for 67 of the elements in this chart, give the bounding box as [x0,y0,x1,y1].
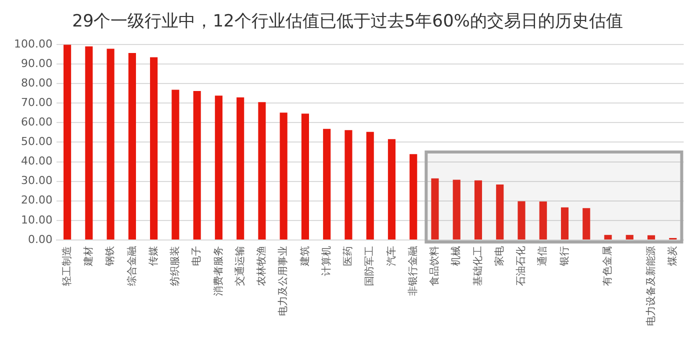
bar [236,97,244,240]
bar [431,178,439,240]
x-tick-label: 建筑 [298,246,311,267]
bar [388,139,396,240]
bar [496,184,504,240]
y-tick-label: 50.00 [20,135,52,148]
x-tick-label: 银行 [559,246,570,267]
bar [85,46,93,240]
x-tick-label: 医药 [342,246,354,266]
bar [150,57,158,240]
bar [539,201,547,240]
y-tick-label: 40.00 [20,154,52,168]
bar [128,53,136,240]
x-tick-label: 传媒 [148,246,160,266]
y-tick-label: 80.00 [20,76,52,90]
y-tick-label: 90.00 [20,56,52,70]
x-tick-label: 有色金属 [602,246,614,286]
y-tick-label: 70.00 [20,96,52,109]
x-tick-label: 轻工制造 [60,246,73,286]
bar [410,154,418,240]
y-tick-label: 30.00 [20,174,52,188]
bar [582,208,590,240]
bar [474,180,482,240]
y-tick-label: 0.00 [28,232,52,246]
y-tick-label: 10.00 [20,213,52,226]
bar [323,128,331,240]
x-tick-label: 农林牧渔 [256,246,268,286]
x-tick-label: 石油石化 [515,246,528,286]
y-tick-label: 60.00 [20,116,52,128]
bar [344,130,352,240]
x-tick-label: 交通运输 [234,246,246,286]
x-tick-label: 基础化工 [472,246,484,286]
bar [560,207,569,240]
bar [301,114,309,240]
bar [64,44,72,240]
x-tick-label: 钢铁 [104,246,116,267]
x-tick-label: 消费者服务 [212,246,224,296]
x-tick-label: 电子 [190,246,203,266]
chart-title: 29个一级行业中，12个行业估值已低于过去5年60%的交易日的历史估值 [72,12,623,32]
x-tick-label: 国防军工 [364,246,376,286]
x-tick-label: 计算机 [320,246,332,276]
x-tick-label: 电力及公用事业 [277,246,290,316]
bar [106,48,114,240]
bar [452,180,460,240]
x-tick-label: 食品饮料 [428,246,441,286]
x-tick-label: 家电 [493,246,506,266]
bar [214,96,222,240]
x-tick-label: 非银行金融 [406,246,419,296]
x-tick-label: 机械 [450,246,462,266]
y-tick-label: 20.00 [20,194,52,207]
x-tick-label: 电力设备及新能源 [644,246,657,326]
bar [604,234,612,240]
bar [518,201,526,240]
bar [258,102,266,240]
y-tick-label: 100.00 [14,37,52,50]
bar [647,235,656,240]
bar [193,90,201,240]
x-tick-label: 纺织服装 [169,246,182,286]
x-tick-label: 综合金融 [126,246,138,286]
x-tick-label: 汽车 [385,246,398,266]
bar [280,112,288,240]
bar [366,132,374,240]
x-tick-label: 通信 [536,246,549,266]
bar [172,90,180,240]
x-tick-label: 建材 [82,246,95,267]
bar [626,234,634,240]
x-tick-label: 煤炭 [666,246,678,266]
